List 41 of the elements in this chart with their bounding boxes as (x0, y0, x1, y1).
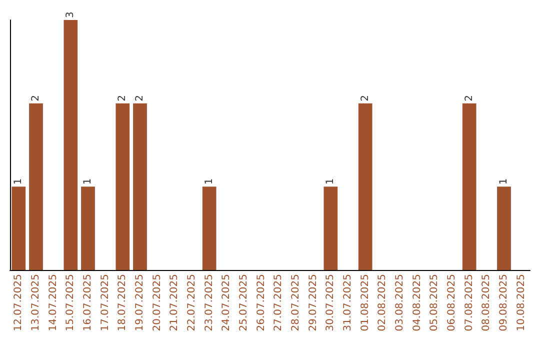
data-label: 2 (464, 94, 475, 102)
data-label: 1 (498, 178, 510, 185)
x-tick-label: 13.07.2025 (30, 274, 42, 332)
data-label: 1 (325, 178, 336, 185)
x-tick-label: 05.08.2025 (429, 274, 440, 332)
x-tick-label: 22.07.2025 (186, 274, 198, 332)
data-label: 1 (204, 178, 215, 185)
x-tick-label: 31.07.2025 (342, 274, 354, 332)
x-tick-label: 16.07.2025 (82, 274, 94, 332)
data-label: 1 (13, 178, 24, 185)
data-label: 2 (117, 94, 128, 102)
data-label: 2 (134, 94, 146, 102)
x-tick-label: 01.08.2025 (360, 274, 371, 332)
x-tick-label: 02.08.2025 (377, 274, 388, 332)
x-tick-label: 04.08.2025 (412, 274, 423, 332)
x-tick-label: 17.07.2025 (100, 274, 111, 332)
x-tick-label: 12.07.2025 (13, 274, 24, 332)
x-tick-label: 29.07.2025 (308, 274, 319, 332)
x-tick-label: 24.07.2025 (221, 274, 232, 332)
x-tick-label: 15.07.2025 (65, 274, 76, 332)
x-tick-label: 07.08.2025 (464, 274, 475, 332)
x-tick-label: 30.07.2025 (325, 274, 336, 332)
x-tick-label: 20.07.2025 (152, 274, 163, 332)
x-tick-label: 26.07.2025 (256, 274, 267, 332)
data-label: 1 (82, 178, 94, 185)
x-tick-label: 10.08.2025 (516, 274, 527, 332)
x-tick-label: 08.08.2025 (481, 274, 492, 332)
data-label: 2 (360, 94, 371, 102)
x-tick-label: 09.08.2025 (498, 274, 510, 332)
data-label: 3 (65, 12, 76, 18)
x-tick-label: 27.07.2025 (273, 274, 284, 332)
x-tick-label: 14.07.2025 (48, 274, 59, 332)
x-tick-label: 21.07.2025 (169, 274, 180, 332)
x-tick-label: 28.07.2025 (290, 274, 302, 332)
x-tick-label: 23.07.2025 (204, 274, 215, 332)
x-tick-label: 03.08.2025 (394, 274, 406, 332)
x-tick-label: 19.07.2025 (134, 274, 146, 332)
x-tick-label: 25.07.2025 (238, 274, 250, 332)
x-tick-label: 18.07.2025 (117, 274, 128, 332)
data-label: 2 (30, 94, 42, 102)
x-tick-label: 06.08.2025 (446, 274, 458, 332)
